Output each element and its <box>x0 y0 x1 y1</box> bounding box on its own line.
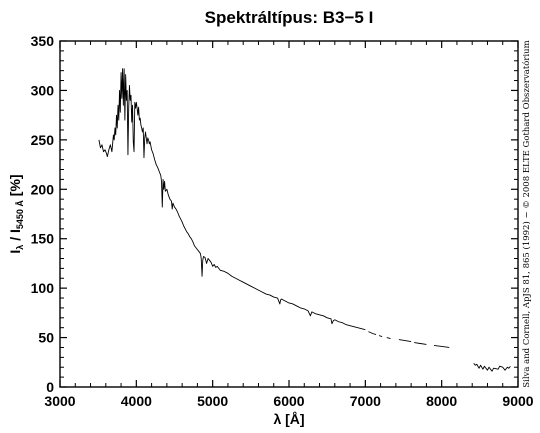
x-tick-label: 3000 <box>44 393 75 409</box>
spectrum-line <box>386 337 391 339</box>
plot-frame <box>59 40 519 388</box>
spectrum-line <box>398 339 412 342</box>
y-tick-label: 300 <box>31 82 55 98</box>
y-label-suffix: [%] <box>7 174 23 200</box>
y-label-prefix: I <box>7 250 23 254</box>
x-tick-label: 5000 <box>197 393 228 409</box>
spectrum-line <box>473 362 511 372</box>
credit-text: Silva and Cornell, ApJS 81, 865 (1992) −… <box>521 40 532 387</box>
x-tick-label: 9000 <box>502 393 533 409</box>
x-tick-label: 6000 <box>273 393 304 409</box>
x-tick-label: 4000 <box>121 393 152 409</box>
spectrum-line <box>378 335 383 338</box>
spectrum-line <box>433 345 450 348</box>
y-tick-label: 200 <box>31 181 55 197</box>
y-label-prefix-sub: λ <box>15 245 25 250</box>
y-tick-label: 100 <box>31 280 55 296</box>
spectrum-line <box>98 68 366 331</box>
y-label-mid: / I <box>7 229 23 245</box>
spectrum-line <box>414 342 427 345</box>
series-group <box>98 68 511 372</box>
axis-ticks: 3000 4000 5000 6000 7000 8000 9000 0 50 100 150 200… <box>31 33 534 409</box>
y-tick-label: 150 <box>31 231 55 247</box>
chart-title: Spektráltípus: B3−5 I <box>205 8 374 27</box>
x-axis-label: λ [Å] <box>273 411 304 427</box>
y-axis-label: Iλ / I5450 Å [%] <box>7 174 25 253</box>
spectrum-line <box>368 331 377 336</box>
y-tick-label: 50 <box>38 330 54 346</box>
y-tick-label: 250 <box>31 132 55 148</box>
y-label-mid-sub: 5450 Å <box>15 200 25 230</box>
y-tick-label: 0 <box>46 379 54 395</box>
y-tick-label: 350 <box>31 33 55 49</box>
x-tick-label: 7000 <box>350 393 381 409</box>
x-tick-label: 8000 <box>426 393 457 409</box>
